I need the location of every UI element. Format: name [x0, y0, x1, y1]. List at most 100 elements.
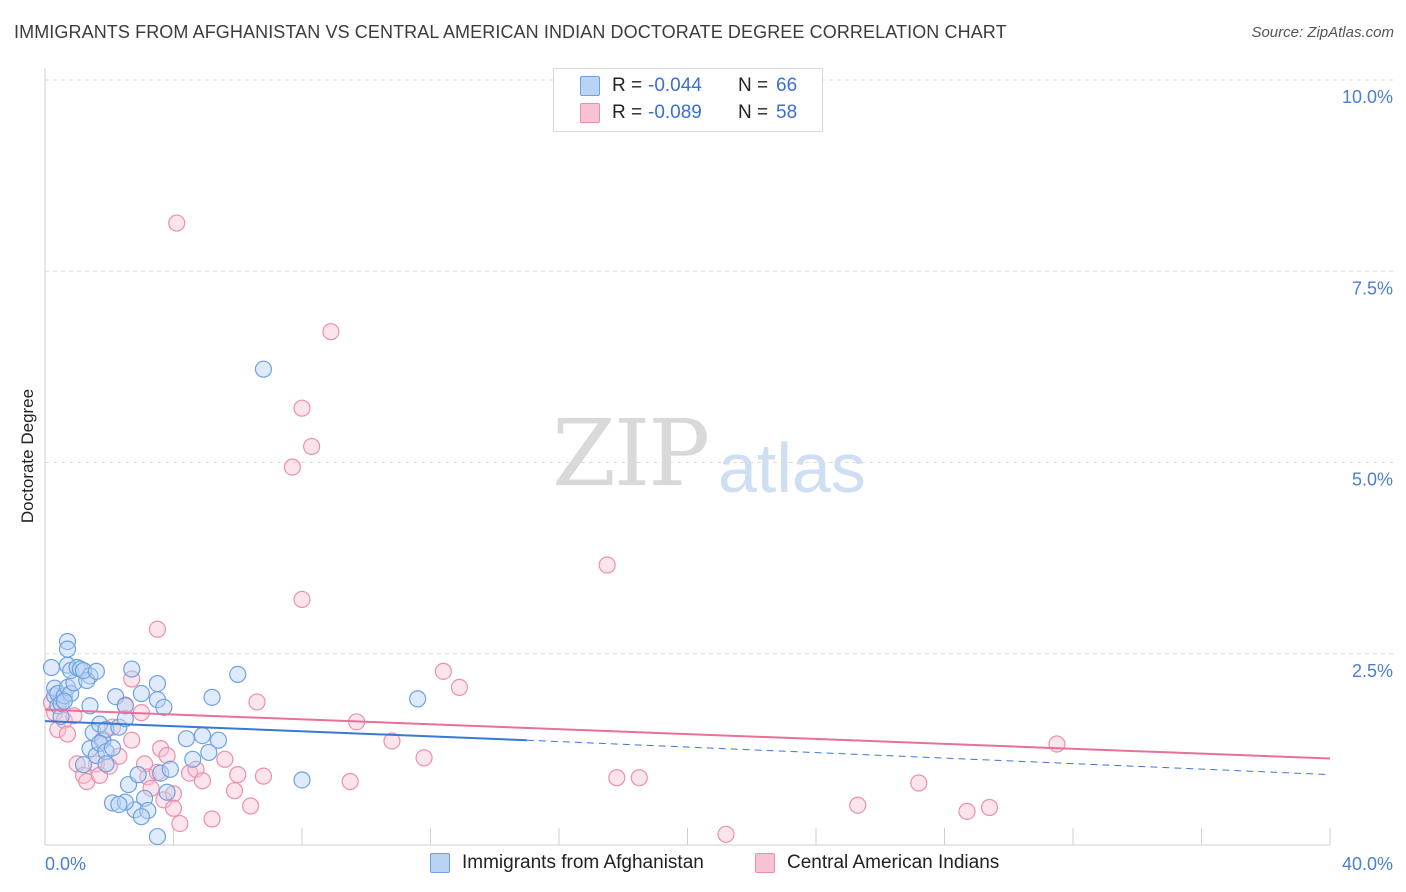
- legend-row-central-american: R = -0.089 N = 58: [580, 102, 797, 124]
- afghanistan-point: [254, 360, 273, 378]
- afghanistan-point: [193, 727, 212, 745]
- central-american-point: [293, 590, 311, 609]
- legend-n-label: N =: [738, 75, 769, 96]
- y-axis-label: Doctorate Degree: [18, 389, 37, 523]
- afghanistan-trendline: [44, 720, 527, 742]
- central-american-point: [849, 796, 867, 814]
- central-american-point: [242, 797, 260, 815]
- legend-swatch-pink: [580, 103, 600, 123]
- central-american-point: [148, 620, 167, 638]
- central-american-point: [283, 458, 301, 476]
- legend-r-label: R =: [612, 102, 643, 123]
- afghanistan-point: [81, 740, 99, 758]
- afghanistan-point: [155, 698, 173, 716]
- afghanistan-point: [139, 801, 157, 820]
- central-american-point: [142, 779, 160, 797]
- afghanistan-point: [74, 756, 93, 774]
- central-american-point: [168, 214, 186, 232]
- afghanistan-point: [74, 661, 93, 680]
- afghanistan-point: [158, 783, 176, 801]
- central-american-point: [248, 693, 266, 711]
- central-american-point: [980, 798, 999, 817]
- afghanistan-point: [103, 739, 122, 757]
- afghanistan-point: [58, 640, 77, 658]
- central-american-point: [203, 810, 221, 828]
- legend-n-value: 58: [776, 102, 798, 123]
- afghanistan-point: [97, 755, 115, 773]
- afghanistan-point: [110, 795, 128, 814]
- central-american-point: [158, 746, 176, 765]
- source-label: Source: ZipAtlas.com: [1251, 24, 1394, 41]
- central-american-trendline: [44, 708, 1331, 760]
- afghanistan-point: [129, 766, 147, 784]
- afghanistan-point: [123, 660, 141, 678]
- central-american-point: [434, 662, 452, 680]
- central-american-point: [171, 814, 189, 833]
- central-american-point: [630, 769, 648, 787]
- afghanistan-point: [97, 720, 115, 739]
- central-american-point: [910, 774, 928, 792]
- afghanistan-point: [184, 750, 202, 768]
- afghanistan-point: [177, 730, 195, 748]
- central-american-point: [229, 766, 247, 784]
- afghanistan-point: [148, 827, 167, 846]
- afghanistan-point: [42, 658, 61, 677]
- central-american-point: [303, 437, 321, 456]
- watermark-zip: ZIP: [552, 400, 710, 507]
- central-american-point: [164, 785, 183, 803]
- central-american-point: [225, 782, 244, 800]
- series-legend: Immigrants from Afghanistan Central Amer…: [0, 852, 1406, 878]
- afghanistan-point: [81, 697, 99, 715]
- afghanistan-point: [409, 690, 427, 708]
- y-tick-label: 5.0%: [1352, 470, 1393, 490]
- central-american-point: [164, 799, 183, 817]
- central-american-point: [1048, 735, 1066, 753]
- afghanistan-point: [103, 794, 122, 812]
- series-label-central-american: Central American Indians: [787, 852, 1000, 873]
- y-tick-label: 2.5%: [1352, 661, 1393, 681]
- central-american-point: [254, 767, 273, 785]
- central-american-point: [152, 740, 170, 758]
- legend-n-value: 66: [776, 75, 798, 96]
- afghanistan-point: [200, 743, 218, 762]
- central-american-point: [58, 725, 77, 743]
- afghanistan-point: [116, 697, 134, 715]
- afghanistan-trendline-extension: [526, 739, 1331, 776]
- central-american-point: [598, 556, 616, 574]
- afghanistan-point: [87, 662, 106, 680]
- afghanistan-point: [209, 731, 228, 749]
- central-american-point: [717, 825, 735, 843]
- central-american-point: [123, 670, 141, 688]
- legend-r-value: -0.089: [648, 102, 702, 123]
- stats-legend: R = -0.044 N = 66 R = -0.089 N = 58: [553, 68, 823, 132]
- afghanistan-point: [148, 674, 167, 693]
- afghanistan-point: [293, 771, 311, 789]
- central-american-point: [608, 769, 626, 787]
- series-legend-central-american: Central American Indians: [755, 852, 999, 874]
- central-american-point: [383, 732, 401, 750]
- central-american-point: [135, 755, 154, 773]
- legend-r-label: R =: [612, 75, 643, 96]
- legend-n-label: N =: [738, 102, 769, 123]
- afghanistan-point: [152, 764, 170, 782]
- legend-swatch-blue: [580, 76, 600, 96]
- x-tick-label: 40.0%: [1342, 854, 1393, 874]
- central-american-point: [193, 772, 212, 790]
- central-american-point: [958, 802, 976, 820]
- legend-r-value: -0.044: [648, 75, 702, 96]
- central-american-point: [341, 772, 359, 791]
- afghanistan-point: [203, 688, 221, 706]
- watermark-atlas: atlas: [718, 429, 866, 507]
- afghanistan-point: [132, 808, 150, 826]
- afghanistan-point: [229, 665, 247, 684]
- afghanistan-point: [55, 692, 73, 710]
- afghanistan-point: [161, 760, 179, 778]
- chart-title: IMMIGRANTS FROM AFGHANISTAN VS CENTRAL A…: [14, 22, 1007, 42]
- central-american-point: [123, 731, 141, 749]
- legend-row-afghanistan: R = -0.044 N = 66: [580, 75, 797, 97]
- series-label-afghanistan: Immigrants from Afghanistan: [462, 852, 704, 873]
- central-american-point: [450, 678, 469, 697]
- central-american-point: [415, 749, 433, 767]
- central-american-point: [322, 323, 340, 341]
